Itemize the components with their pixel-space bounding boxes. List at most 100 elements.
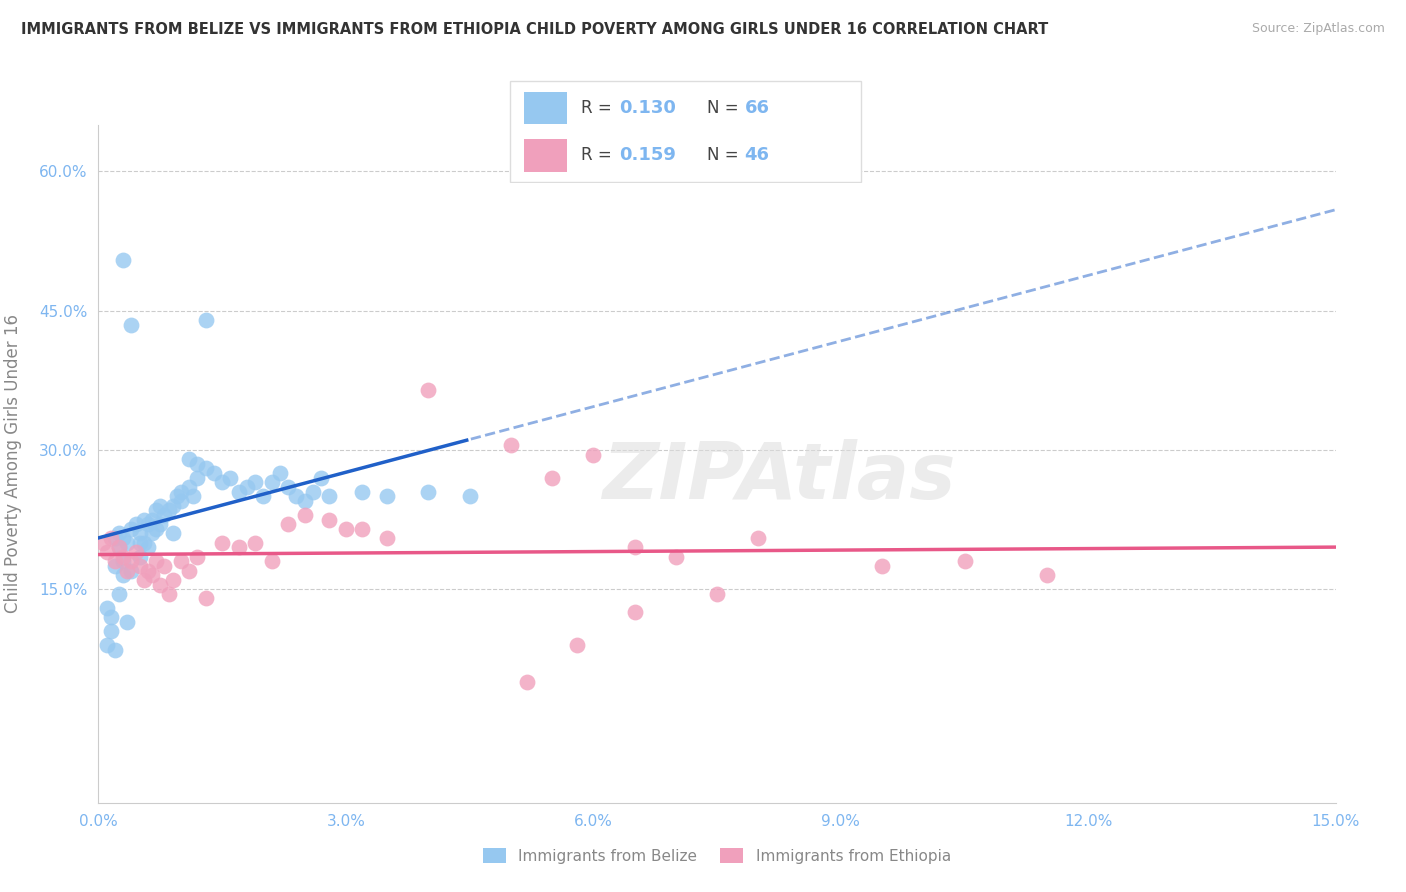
Point <box>145 522 167 536</box>
Point <box>100 531 122 545</box>
Point <box>96 600 118 615</box>
Point <box>665 549 688 564</box>
Point <box>194 461 217 475</box>
Text: R =: R = <box>582 99 617 117</box>
Point <box>117 535 139 549</box>
Point <box>418 383 440 397</box>
Point <box>112 549 135 564</box>
Point <box>108 526 131 541</box>
Point <box>112 531 135 545</box>
Point <box>499 438 522 452</box>
Point <box>1036 568 1059 582</box>
Point <box>318 512 340 526</box>
Point <box>141 526 163 541</box>
Point <box>100 610 122 624</box>
Point <box>162 573 184 587</box>
Point <box>582 448 605 462</box>
Text: 46: 46 <box>745 146 769 164</box>
Point <box>565 638 588 652</box>
Point <box>236 480 259 494</box>
Point <box>352 484 374 499</box>
Point <box>112 252 135 267</box>
Point <box>706 587 728 601</box>
Point <box>136 541 159 555</box>
Point <box>112 554 135 568</box>
Point <box>418 484 440 499</box>
Point <box>228 541 250 555</box>
Point <box>136 517 159 532</box>
Point <box>91 535 114 549</box>
Text: N =: N = <box>707 146 744 164</box>
Point <box>100 624 122 638</box>
Point <box>747 531 769 545</box>
Point <box>136 564 159 578</box>
Point <box>335 522 357 536</box>
Text: IMMIGRANTS FROM BELIZE VS IMMIGRANTS FROM ETHIOPIA CHILD POVERTY AMONG GIRLS UND: IMMIGRANTS FROM BELIZE VS IMMIGRANTS FRO… <box>21 22 1049 37</box>
Point <box>211 535 233 549</box>
Point <box>375 531 398 545</box>
Text: 66: 66 <box>745 99 769 117</box>
Point <box>128 549 150 564</box>
Point <box>104 531 127 545</box>
Point <box>108 541 131 555</box>
Point <box>623 541 645 555</box>
Point <box>120 564 142 578</box>
Text: Source: ZipAtlas.com: Source: ZipAtlas.com <box>1251 22 1385 36</box>
Text: R =: R = <box>582 146 617 164</box>
Point <box>243 475 266 490</box>
Point <box>294 508 316 522</box>
Point <box>153 508 176 522</box>
Point <box>96 545 118 559</box>
Point <box>302 484 325 499</box>
Point <box>186 549 208 564</box>
Point <box>128 526 150 541</box>
Point <box>516 675 538 690</box>
Point <box>194 591 217 606</box>
Point <box>149 517 172 532</box>
Point <box>132 535 155 549</box>
Point <box>170 554 193 568</box>
Y-axis label: Child Poverty Among Girls Under 16: Child Poverty Among Girls Under 16 <box>4 314 22 614</box>
Point <box>352 522 374 536</box>
Point <box>149 577 172 591</box>
Point <box>157 503 180 517</box>
Point <box>117 615 139 629</box>
Point <box>104 642 127 657</box>
Point <box>186 457 208 471</box>
Point <box>162 499 184 513</box>
Point <box>219 471 242 485</box>
Point <box>179 480 201 494</box>
Point <box>104 559 127 574</box>
Point <box>252 489 274 503</box>
Legend: Immigrants from Belize, Immigrants from Ethiopia: Immigrants from Belize, Immigrants from … <box>477 841 957 870</box>
Point <box>870 559 893 574</box>
Point <box>243 535 266 549</box>
Point <box>112 568 135 582</box>
Point <box>128 535 150 549</box>
Text: 0.130: 0.130 <box>619 99 676 117</box>
Point <box>170 494 193 508</box>
Point <box>277 480 299 494</box>
Point <box>202 466 225 480</box>
Point <box>132 573 155 587</box>
Point <box>277 517 299 532</box>
Point <box>153 559 176 574</box>
FancyBboxPatch shape <box>524 92 567 124</box>
Text: N =: N = <box>707 99 744 117</box>
FancyBboxPatch shape <box>524 139 567 171</box>
Point <box>145 554 167 568</box>
Point <box>294 494 316 508</box>
Point <box>149 499 172 513</box>
Point <box>269 466 291 480</box>
Point <box>309 471 332 485</box>
Point <box>96 638 118 652</box>
Point <box>541 471 564 485</box>
Point <box>181 489 204 503</box>
Point <box>211 475 233 490</box>
Point <box>953 554 976 568</box>
Point <box>104 554 127 568</box>
Point <box>141 512 163 526</box>
Point <box>120 522 142 536</box>
Point <box>132 512 155 526</box>
Point <box>124 545 146 559</box>
